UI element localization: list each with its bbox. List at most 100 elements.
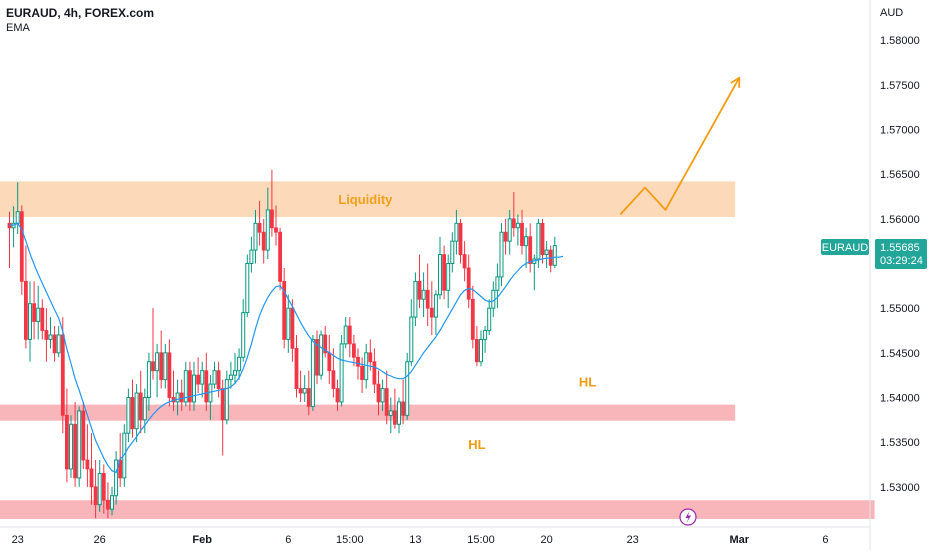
candle[interactable]	[85, 424, 90, 487]
candle[interactable]	[249, 236, 254, 273]
candle[interactable]	[294, 334, 299, 398]
candle[interactable]	[495, 263, 500, 309]
candle[interactable]	[89, 433, 94, 505]
candle[interactable]	[134, 384, 139, 443]
candle[interactable]	[507, 209, 512, 255]
candle[interactable]	[106, 482, 110, 519]
candle[interactable]	[331, 348, 336, 398]
candle[interactable]	[196, 357, 201, 394]
candle[interactable]	[23, 245, 28, 349]
candle[interactable]	[192, 361, 196, 411]
candle[interactable]	[548, 245, 553, 273]
candle[interactable]	[397, 397, 401, 434]
candle[interactable]	[503, 218, 508, 255]
candle[interactable]	[200, 361, 205, 398]
candle[interactable]	[351, 334, 356, 367]
candle[interactable]	[339, 334, 344, 407]
candle[interactable]	[257, 200, 262, 246]
candle[interactable]	[405, 352, 410, 420]
candle[interactable]	[224, 370, 229, 425]
candle[interactable]	[146, 352, 151, 411]
candle[interactable]	[126, 388, 131, 443]
candle[interactable]	[245, 254, 250, 318]
candle[interactable]	[233, 352, 237, 385]
bolt-icon[interactable]	[679, 508, 697, 526]
candle[interactable]	[7, 211, 12, 268]
candle[interactable]	[479, 330, 483, 367]
candle[interactable]	[483, 326, 488, 353]
candle[interactable]	[347, 317, 352, 358]
candle[interactable]	[372, 348, 377, 394]
candle[interactable]	[56, 326, 61, 358]
candle[interactable]	[130, 379, 135, 438]
candle[interactable]	[77, 406, 82, 487]
candle[interactable]	[466, 254, 471, 309]
candle[interactable]	[454, 209, 459, 255]
candle[interactable]	[212, 361, 217, 389]
candle[interactable]	[237, 348, 242, 380]
candle[interactable]	[44, 308, 49, 362]
candle[interactable]	[110, 486, 114, 516]
candle[interactable]	[433, 290, 438, 335]
candle[interactable]	[241, 299, 246, 362]
candle[interactable]	[175, 379, 180, 416]
candle[interactable]	[28, 281, 32, 362]
candle[interactable]	[159, 330, 164, 389]
candle[interactable]	[183, 361, 188, 407]
candle[interactable]	[499, 223, 504, 286]
candle[interactable]	[65, 388, 69, 483]
candle[interactable]	[151, 308, 155, 380]
candle[interactable]	[552, 236, 557, 268]
indicator-label[interactable]: EMA	[6, 22, 30, 34]
candle[interactable]	[60, 317, 65, 434]
candle[interactable]	[524, 227, 529, 268]
candle[interactable]	[360, 357, 365, 394]
candle[interactable]	[376, 370, 381, 416]
candle[interactable]	[290, 299, 295, 362]
candle[interactable]	[429, 281, 434, 335]
candle[interactable]	[532, 254, 537, 291]
candle[interactable]	[97, 460, 102, 512]
candle[interactable]	[81, 401, 86, 469]
candle[interactable]	[138, 370, 143, 434]
candle[interactable]	[417, 254, 422, 309]
candle[interactable]	[442, 245, 447, 300]
candle[interactable]	[388, 397, 393, 434]
candle[interactable]	[187, 361, 192, 411]
candle[interactable]	[458, 218, 463, 264]
candle[interactable]	[335, 379, 340, 411]
candle[interactable]	[491, 281, 496, 318]
candle[interactable]	[274, 205, 278, 246]
candle[interactable]	[114, 451, 119, 505]
candle[interactable]	[462, 241, 467, 282]
candle[interactable]	[470, 285, 475, 349]
candle[interactable]	[204, 352, 209, 411]
candle[interactable]	[167, 339, 172, 407]
candle[interactable]	[48, 317, 53, 349]
candle[interactable]	[310, 334, 315, 411]
candle[interactable]	[425, 263, 430, 327]
candle[interactable]	[265, 187, 270, 260]
candle[interactable]	[40, 299, 45, 340]
candle[interactable]	[409, 299, 414, 367]
candle[interactable]	[438, 236, 442, 300]
candle[interactable]	[69, 415, 73, 478]
candle[interactable]	[421, 272, 426, 318]
candle[interactable]	[446, 254, 451, 309]
candle[interactable]	[19, 205, 24, 295]
candle[interactable]	[261, 218, 266, 264]
candle[interactable]	[253, 209, 258, 264]
candle[interactable]	[216, 361, 221, 398]
candle[interactable]	[487, 299, 492, 335]
candle[interactable]	[32, 281, 36, 340]
candle[interactable]	[540, 218, 545, 264]
candle[interactable]	[319, 330, 324, 380]
candle[interactable]	[306, 370, 311, 416]
candle[interactable]	[315, 330, 319, 385]
candle[interactable]	[392, 388, 397, 429]
candle[interactable]	[302, 375, 307, 402]
candle[interactable]	[528, 223, 533, 273]
candle[interactable]	[298, 370, 303, 402]
